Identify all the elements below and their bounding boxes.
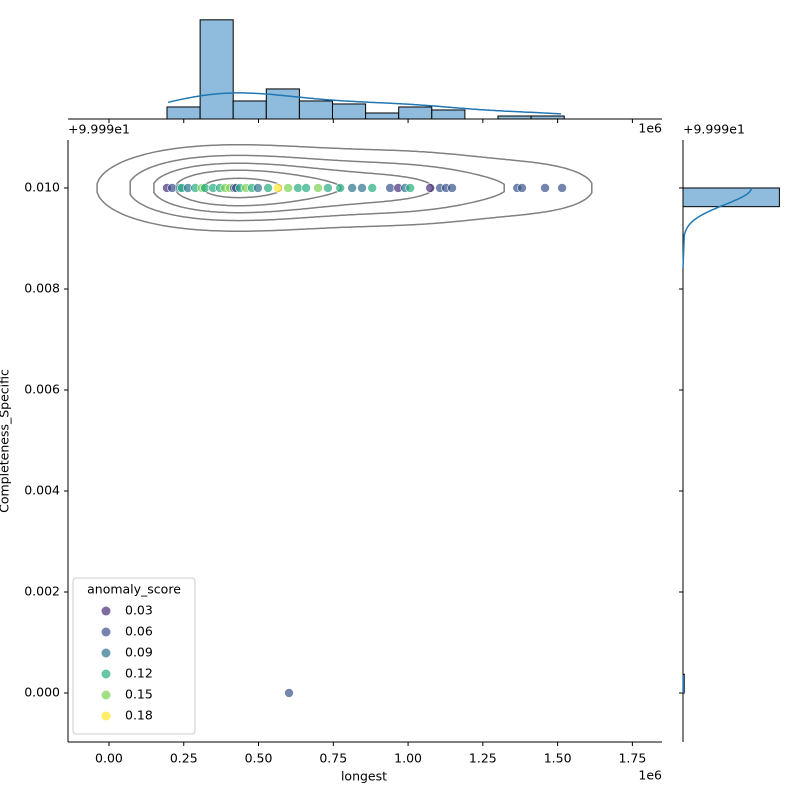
scatter-point	[557, 183, 567, 193]
legend-label: 0.18	[125, 708, 153, 723]
scatter-point	[367, 183, 377, 193]
histogram-bar	[331, 103, 367, 120]
scatter-point	[323, 183, 333, 193]
scatter-point	[425, 183, 436, 193]
y-tick-label: 0.002	[24, 584, 60, 599]
legend-marker	[101, 690, 111, 700]
scatter-point	[313, 183, 323, 193]
histogram-bar	[365, 112, 400, 120]
scatter-point	[273, 183, 283, 193]
legend-label: 0.12	[125, 666, 153, 681]
y-tick-label: 0.010	[24, 179, 60, 194]
legend-label: 0.06	[125, 624, 153, 639]
histogram-bar	[232, 100, 267, 120]
legend-marker	[101, 711, 111, 721]
scatter-point	[385, 183, 395, 193]
legend-marker	[101, 606, 111, 616]
scatter-point	[335, 183, 345, 193]
histogram-bar	[199, 19, 234, 120]
scatter-point	[283, 183, 293, 193]
legend-label: 0.03	[125, 603, 153, 618]
x-offset-label: 1e6	[638, 121, 662, 136]
x-tick-label: 0.00	[95, 751, 123, 766]
kde-contour	[96, 143, 593, 232]
kde-contour	[129, 154, 505, 222]
scatter-point	[293, 183, 303, 193]
y-offset-label: +9.999e1	[683, 122, 745, 137]
x-offset-label: 1e6	[638, 768, 662, 783]
x-tick-label: 0.75	[319, 751, 347, 766]
x-tick-label: 0.50	[245, 751, 273, 766]
histogram-bar	[431, 109, 466, 120]
x-tick-label: 1.50	[544, 751, 572, 766]
x-tick-label: 0.25	[170, 751, 198, 766]
legend-label: 0.09	[125, 645, 153, 660]
scatter-point	[540, 183, 550, 193]
y-tick-label: 0.004	[24, 482, 60, 497]
legend-marker	[101, 627, 111, 637]
x-tick-label: 1.00	[394, 751, 422, 766]
x-tick-label: 1.75	[618, 751, 646, 766]
y-offset-label: +9.999e1	[68, 122, 130, 137]
scatter-point	[357, 183, 367, 193]
x-axis-label: longest	[341, 769, 387, 784]
scatter-point	[447, 183, 457, 193]
scatter-point	[405, 183, 415, 193]
scatter-point	[347, 183, 357, 193]
x-tick-label: 1.25	[469, 751, 497, 766]
histogram-bar	[530, 115, 565, 120]
y-tick-label: 0.006	[24, 381, 60, 396]
scatter-point	[301, 183, 311, 193]
scatter-point	[200, 183, 210, 193]
legend-marker	[101, 669, 111, 679]
histogram-bar	[265, 88, 300, 120]
kde-line	[167, 92, 562, 115]
y-tick-label: 0.000	[24, 685, 60, 700]
y-axis-label: Completeness_Specific	[0, 369, 12, 513]
y-tick-label: 0.008	[24, 280, 60, 295]
scatter-point	[263, 183, 273, 193]
histogram-bar	[682, 187, 780, 208]
histogram-bar	[298, 100, 333, 120]
scatter-point	[253, 183, 263, 193]
legend-marker	[101, 648, 111, 658]
histogram-bar	[166, 106, 201, 120]
scatter-point	[284, 688, 294, 698]
histogram-bar	[497, 115, 532, 120]
kde-line	[682, 187, 753, 269]
legend-label: 0.15	[125, 687, 153, 702]
histogram-bar	[398, 106, 433, 120]
scatter-point	[517, 183, 527, 193]
legend-title: anomaly_score	[87, 582, 181, 597]
